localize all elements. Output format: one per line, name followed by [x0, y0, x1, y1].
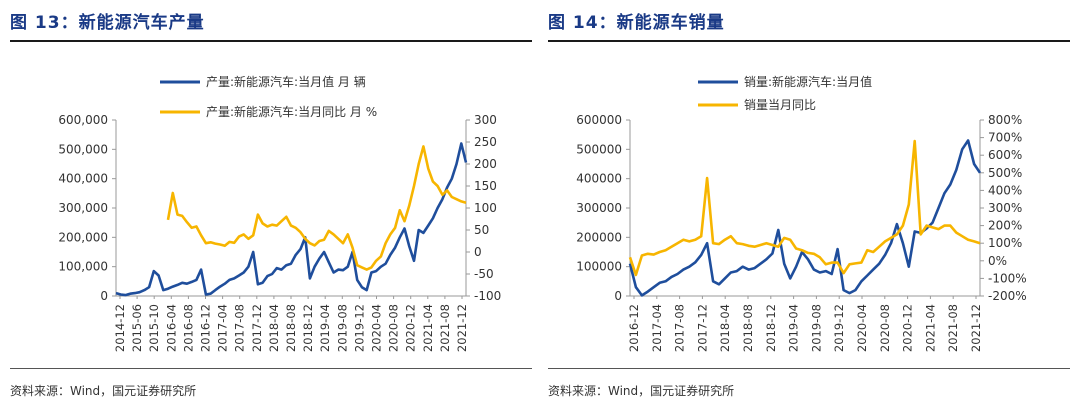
x-tick-label: 2017-04 [216, 304, 230, 352]
figure-13-panel: 图 13：新能源汽车产量 0 100,000 200,000 300,000 400,0… [10, 0, 540, 416]
x-tick-label: 2020-12 [901, 304, 915, 352]
x-tick-label: 2020-08 [878, 304, 892, 352]
x-tick-label: 2020-12 [404, 304, 418, 352]
series-line-1 [166, 145, 467, 271]
x-tick-label: 2021-12 [969, 304, 983, 352]
x-tick-label: 2016-12 [199, 304, 213, 352]
y-left-tick-label: 100000 [576, 260, 622, 274]
x-tick-label: 2021-08 [438, 304, 452, 352]
y-left-tick-label: 200000 [576, 230, 622, 244]
y-right-tick-label: 0% [988, 254, 1007, 268]
x-tick-label: 2021-04 [421, 304, 435, 352]
y-right-tick-label: -50 [474, 267, 494, 281]
y-left-tick-label: 0 [614, 289, 622, 303]
y-right-tick-label: 400% [988, 183, 1022, 197]
y-right-tick-label: -100% [988, 271, 1027, 285]
y-left-tick-label: 300,000 [58, 201, 108, 215]
y-right-tick-label: 50 [474, 223, 489, 237]
x-tick-label: 2018-04 [718, 304, 732, 352]
x-tick-label: 2020-04 [370, 304, 384, 352]
x-tick-label: 2021-08 [946, 304, 960, 352]
x-tick-label: 2015-06 [130, 304, 144, 352]
y-right-tick-label: 0 [474, 245, 482, 259]
x-tick-label: 2017-12 [250, 304, 264, 352]
x-tick-label: 2020-08 [387, 304, 401, 352]
y-left-tick-label: 200,000 [58, 230, 108, 244]
series-line-0 [115, 142, 468, 297]
y-right-tick-label: 300% [988, 201, 1022, 215]
y-right-tick-label: 100% [988, 236, 1022, 250]
x-tick-label: 2017-08 [673, 304, 687, 352]
x-tick-label: 2021-04 [923, 304, 937, 352]
x-tick-label: 2019-04 [318, 304, 332, 352]
y-right-tick-label: 200% [988, 219, 1022, 233]
x-tick-label: 2016-04 [164, 304, 178, 352]
legend-label: 产量:新能源汽车:当月值 月 辆 [206, 74, 366, 89]
sales-chart: 0 100000 200000 300000 400000 500000 600000 -20… [576, 74, 1027, 352]
title-rule [10, 40, 532, 42]
y-left-tick-label: 400000 [576, 172, 622, 186]
x-tick-label: 2017-08 [233, 304, 247, 352]
source-note: 资料来源：Wind，国元证券研究所 [548, 384, 735, 398]
y-right-tick-label: -100 [474, 289, 501, 303]
y-right-tick-label: 500% [988, 166, 1022, 180]
title-rule [548, 40, 1070, 42]
x-tick-label: 2021-12 [455, 304, 469, 352]
y-left-tick-label: 600000 [576, 113, 622, 127]
x-tick-label: 2018-08 [284, 304, 298, 352]
y-left-tick-label: 500000 [576, 142, 622, 156]
figure-title: 图 13：新能源汽车产量 [10, 13, 205, 33]
y-left-tick-label: 100,000 [58, 260, 108, 274]
x-tick-label: 2015-10 [147, 304, 161, 352]
y-right-tick-label: 800% [988, 113, 1022, 127]
x-tick-label: 2019-12 [352, 304, 366, 352]
source-note: 资料来源：Wind，国元证券研究所 [10, 384, 197, 398]
x-tick-label: 2019-12 [832, 304, 846, 352]
y-right-tick-label: 300 [474, 113, 497, 127]
x-tick-label: 2019-08 [335, 304, 349, 352]
x-tick-label: 2016-08 [181, 304, 195, 352]
footer-rule [10, 368, 532, 369]
legend-label: 产量:新能源汽车:当月同比 月 % [206, 104, 377, 119]
x-tick-label: 2017-04 [650, 304, 664, 352]
x-tick-label: 2017-12 [695, 304, 709, 352]
y-right-tick-label: -200% [988, 289, 1027, 303]
legend-label: 销量:新能源汽车:当月值 [744, 74, 872, 89]
y-right-tick-label: 200 [474, 157, 497, 171]
y-right-tick-label: 100 [474, 201, 497, 215]
x-tick-label: 2018-12 [764, 304, 778, 352]
y-right-tick-label: 150 [474, 179, 497, 193]
y-right-tick-label: 250 [474, 135, 497, 149]
y-right-tick-label: 700% [988, 131, 1022, 145]
production-chart: 0 100,000 200,000 300,000 400,000 500,000 600,… [58, 74, 501, 352]
x-tick-label: 2018-12 [301, 304, 315, 352]
legend-label: 销量当月同比 [744, 98, 816, 112]
y-left-tick-label: 500,000 [58, 142, 108, 156]
y-right-tick-label: 600% [988, 148, 1022, 162]
x-tick-label: 2014-12 [113, 304, 127, 352]
x-tick-label: 2018-08 [741, 304, 755, 352]
y-left-tick-label: 300000 [576, 201, 622, 215]
x-tick-label: 2019-08 [809, 304, 823, 352]
x-tick-label: 2019-04 [787, 304, 801, 352]
y-left-tick-label: 600,000 [58, 113, 108, 127]
series-line-0 [628, 139, 982, 297]
x-tick-label: 2018-04 [267, 304, 281, 352]
series-line-1 [628, 139, 981, 277]
y-left-tick-label: 0 [100, 289, 108, 303]
x-tick-label: 2016-12 [627, 304, 641, 352]
y-left-tick-label: 400,000 [58, 172, 108, 186]
figure-14-panel: 图 14：新能源车销量 0 100000 200000 300000 400000 500… [548, 0, 1078, 416]
x-tick-label: 2020-04 [855, 304, 869, 352]
footer-rule [548, 368, 1070, 369]
figure-title: 图 14：新能源车销量 [548, 13, 725, 33]
